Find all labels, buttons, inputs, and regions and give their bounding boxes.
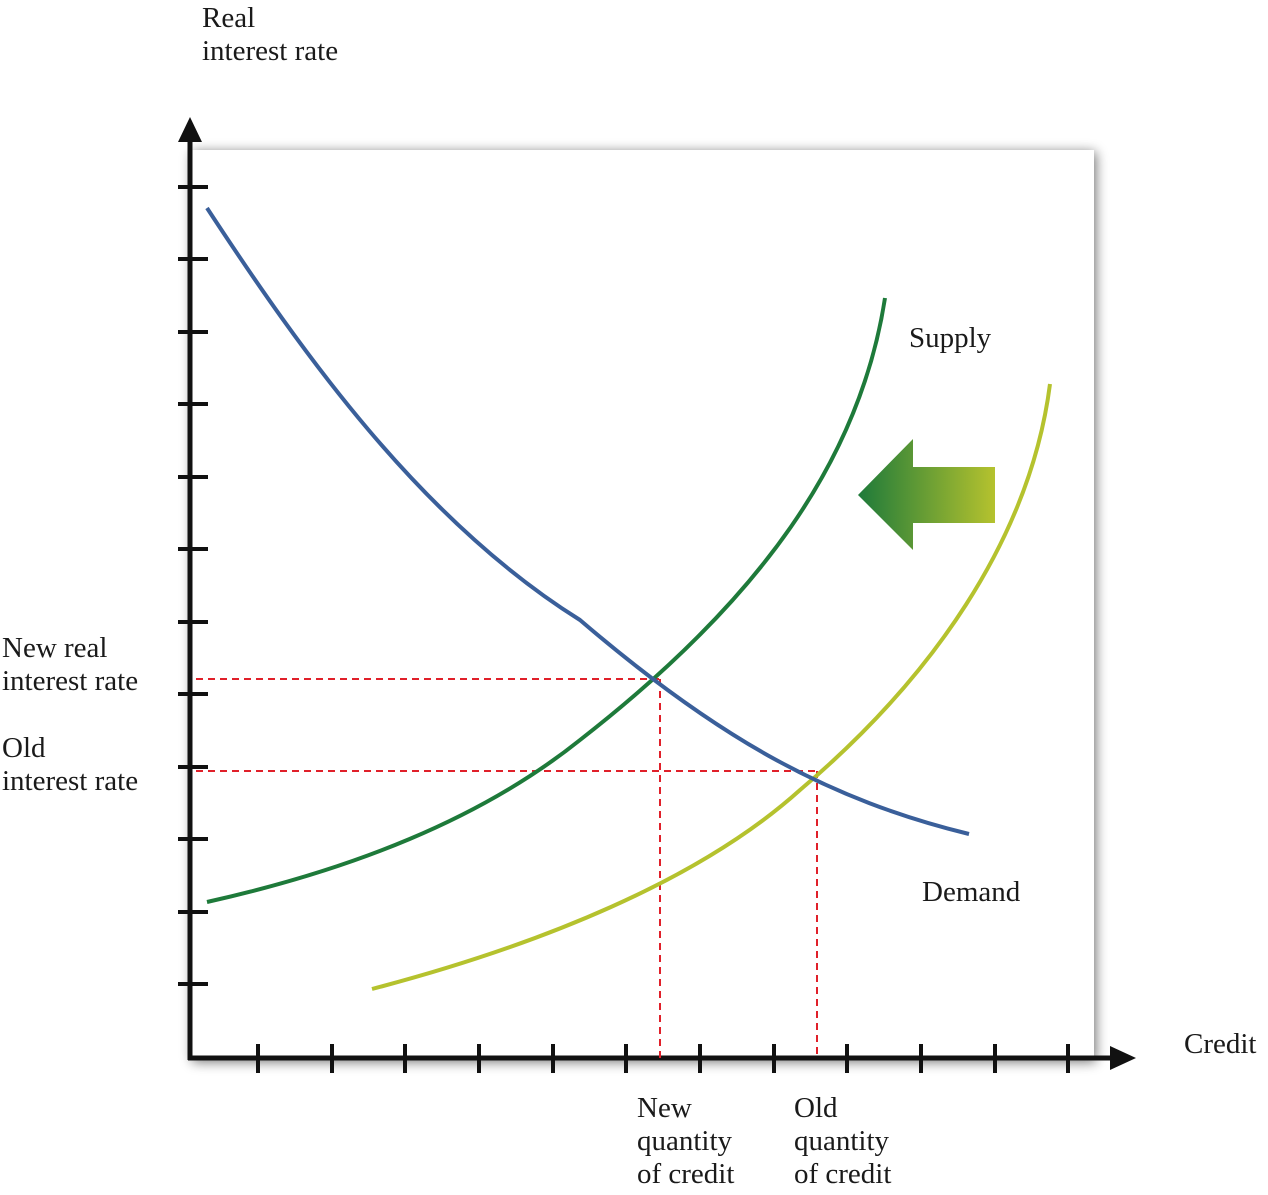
y-axis-arrowhead <box>178 117 202 142</box>
demand-curve-label-text: Demand <box>922 876 1021 908</box>
old-quantity-label: Old quantity of credit <box>794 1092 891 1191</box>
old-rate-label-line-1: Old <box>2 732 46 764</box>
x-axis-title-text: Credit <box>1184 1028 1257 1060</box>
new-quantity-label: New quantity of credit <box>637 1092 734 1191</box>
y-axis-title-line-1: Real <box>202 2 256 34</box>
new-rate-label-line-1: New real <box>2 632 108 664</box>
y-axis-title: Real interest rate <box>202 2 338 68</box>
supply-curve-label-text: Supply <box>909 322 992 354</box>
y-axis-title-line-2: interest rate <box>202 35 339 67</box>
x-axis-arrowhead <box>1110 1046 1136 1070</box>
y-axis-ticks <box>178 185 208 986</box>
old-quantity-label-line-3: of credit <box>794 1158 892 1190</box>
guide-lines <box>196 678 818 1058</box>
old-quantity-label-line-2: quantity <box>794 1125 890 1157</box>
old-supply-curve <box>371 383 1052 991</box>
x-axis-title: Credit <box>1184 1028 1257 1061</box>
old-rate-label: Old interest rate <box>2 732 138 798</box>
supply-curve <box>206 297 887 904</box>
plot-panel <box>190 150 1094 1060</box>
new-rate-label-line-2: interest rate <box>2 665 139 697</box>
demand-curve-label: Demand <box>922 876 1020 909</box>
new-quantity-label-line-3: of credit <box>637 1158 735 1190</box>
new-quantity-label-line-2: quantity <box>637 1125 733 1157</box>
shift-left-arrow <box>858 439 995 550</box>
old-rate-label-line-2: interest rate <box>2 765 139 797</box>
new-quantity-label-line-1: New <box>637 1092 692 1124</box>
demand-curve <box>205 206 970 836</box>
supply-curve-label: Supply <box>909 322 991 355</box>
old-quantity-label-line-1: Old <box>794 1092 838 1124</box>
new-rate-label: New real interest rate <box>2 632 138 698</box>
